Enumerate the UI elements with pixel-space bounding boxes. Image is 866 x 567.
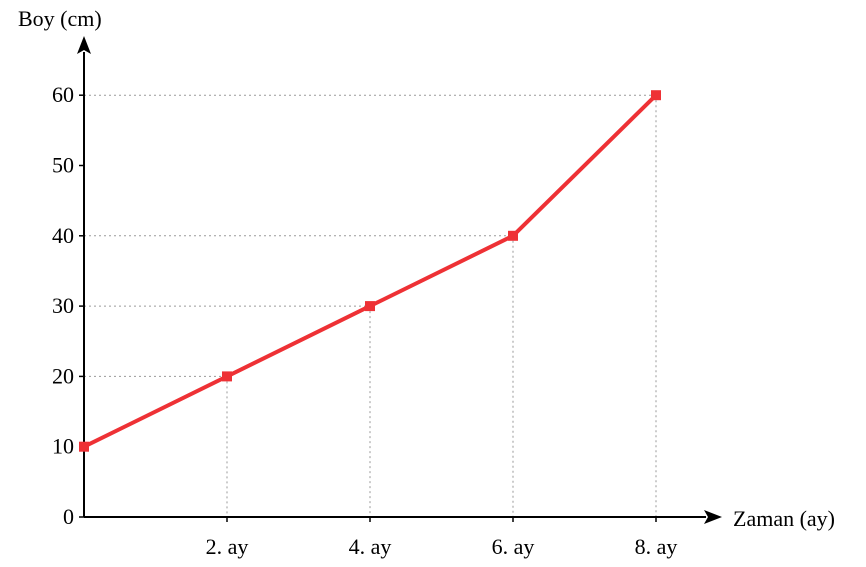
data-point-marker <box>365 301 375 312</box>
data-point-marker <box>222 371 232 382</box>
data-point-marker <box>508 230 518 241</box>
x-axis-arrow-icon <box>704 510 722 524</box>
data-point-marker <box>79 441 89 452</box>
y-tick-label: 50 <box>52 153 74 178</box>
y-tick-labels: 0 10 20 30 40 50 60 <box>52 82 74 529</box>
x-axis-title: Zaman (ay) <box>733 506 835 531</box>
y-tick-label: 0 <box>63 504 74 529</box>
y-tick-label: 60 <box>52 82 74 107</box>
y-tick-label: 30 <box>52 293 74 318</box>
x-tick-label: 6. ay <box>492 534 535 559</box>
axes <box>77 36 722 524</box>
x-tick-label: 2. ay <box>206 534 249 559</box>
data-point-marker <box>651 90 661 101</box>
y-axis-arrow-icon <box>77 36 91 54</box>
series-polyline <box>82 93 658 449</box>
y-tick-label: 20 <box>52 363 74 388</box>
x-tick-labels: 2. ay 4. ay 6. ay 8. ay <box>206 534 678 559</box>
guide-lines <box>84 94 657 517</box>
y-tick-label: 40 <box>52 223 74 248</box>
x-tick-label: 4. ay <box>349 534 392 559</box>
x-tick-label: 8. ay <box>635 534 678 559</box>
y-tick-label: 10 <box>52 434 74 459</box>
y-axis-title: Boy (cm) <box>18 6 102 31</box>
series-line <box>79 90 661 452</box>
